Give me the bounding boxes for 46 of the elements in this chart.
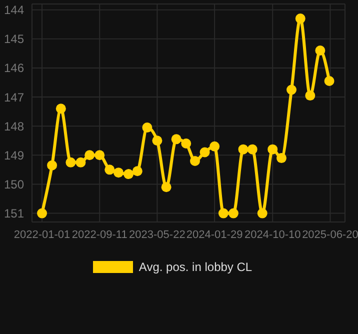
y-tick-label: 148 xyxy=(4,119,24,134)
point xyxy=(286,84,297,95)
point xyxy=(124,169,134,180)
point xyxy=(190,156,200,166)
point xyxy=(171,134,182,144)
point xyxy=(218,208,228,218)
point xyxy=(257,208,268,218)
y-tick-label: 144 xyxy=(4,3,24,18)
y-tick-label: 145 xyxy=(4,32,24,46)
x-tick-label: 2024-01-29 xyxy=(186,228,243,241)
x-tick-label: 2024-10-10 xyxy=(244,228,301,241)
point xyxy=(152,136,162,146)
point xyxy=(56,104,66,114)
x-tick-label: 2022-09-11 xyxy=(72,228,128,241)
x-tick-label: 2023-05-22 xyxy=(129,228,186,241)
point xyxy=(181,138,192,149)
point xyxy=(132,166,142,176)
y-tick-label: 150 xyxy=(4,177,24,192)
point xyxy=(94,150,105,160)
point xyxy=(324,76,334,86)
point xyxy=(84,150,95,160)
point xyxy=(114,168,124,178)
point xyxy=(305,90,316,101)
y-tick-label: 147 xyxy=(4,90,24,104)
point xyxy=(295,14,306,24)
point xyxy=(228,208,238,218)
point xyxy=(276,153,286,164)
y-tick-label: 149 xyxy=(4,148,24,162)
point xyxy=(76,157,86,168)
point xyxy=(142,122,152,133)
point xyxy=(37,208,48,218)
x-tick-label: 2022-01-01 xyxy=(14,228,70,241)
point xyxy=(104,164,115,175)
point xyxy=(47,160,58,170)
y-tick-label: 151 xyxy=(4,206,24,221)
point xyxy=(161,182,172,192)
x-tick-label: 2025-06-20 xyxy=(302,228,358,241)
point xyxy=(66,157,76,168)
legend-label: Avg. pos. in lobby CL xyxy=(138,260,252,274)
point xyxy=(315,46,326,56)
point xyxy=(210,141,220,152)
point xyxy=(238,144,248,154)
point xyxy=(247,144,258,154)
y-tick-label: 146 xyxy=(4,61,24,76)
point xyxy=(200,147,210,158)
point xyxy=(268,144,278,154)
